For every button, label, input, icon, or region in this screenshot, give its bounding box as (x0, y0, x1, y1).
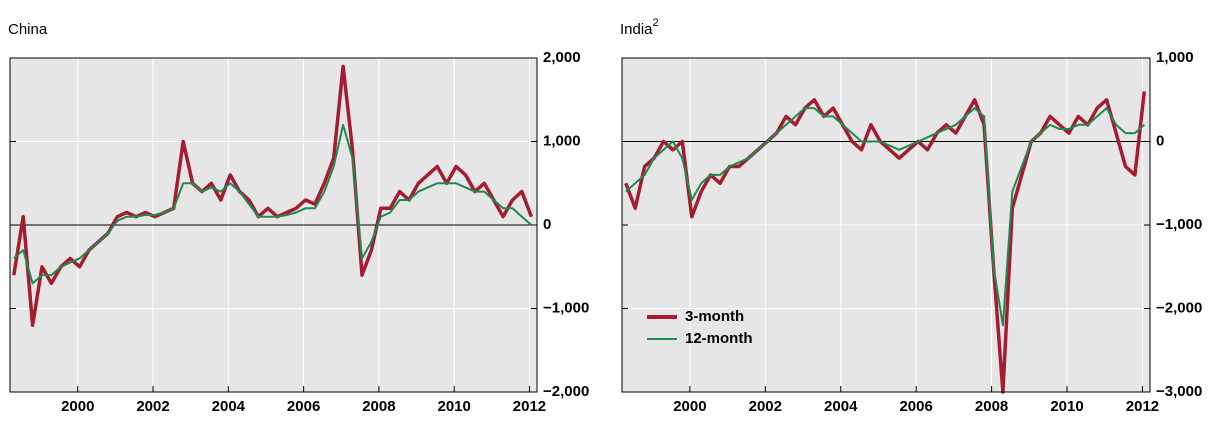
chart-title-text: China (8, 21, 48, 38)
y-tick-label: −3,000 (1156, 383, 1202, 400)
x-tick-label: 2010 (1050, 398, 1083, 415)
chart-title-text: India (620, 21, 653, 38)
y-tick-label: 1,000 (1156, 49, 1194, 66)
x-tick-label: 2000 (673, 398, 706, 415)
y-tick-label: 0 (1156, 132, 1164, 149)
plot-border (621, 57, 1151, 393)
chart-title: India2 (620, 17, 659, 38)
y-tick-label: −1,000 (1156, 216, 1202, 233)
x-tick-label: 2002 (136, 398, 169, 415)
y-tick-label: −2,000 (543, 383, 589, 400)
y-tick-label: −1,000 (543, 299, 589, 316)
x-tick-label: 2010 (437, 398, 470, 415)
x-tick-label: 2002 (749, 398, 782, 415)
chart-title: China (8, 21, 48, 38)
x-tick-label: 2004 (212, 398, 246, 415)
x-tick-label: 2006 (899, 398, 932, 415)
x-tick-label: 2008 (975, 398, 1008, 415)
data-line (624, 91, 1147, 394)
legend-label: 3-month (685, 308, 744, 325)
x-tick-label: 2000 (61, 398, 94, 415)
y-tick-label: 1,000 (543, 132, 581, 149)
x-tick-label: 2004 (824, 398, 858, 415)
x-tick-label: 2006 (287, 398, 320, 415)
y-tick-label: 0 (543, 216, 551, 233)
title-note: 2 (653, 17, 659, 29)
plot-border (9, 57, 538, 393)
y-tick-label: 2,000 (543, 49, 581, 66)
y-tick-label: −2,000 (1156, 299, 1202, 316)
x-tick-label: 2012 (513, 398, 546, 415)
x-tick-label: 2008 (362, 398, 395, 415)
legend-label: 12-month (685, 330, 753, 347)
data-line (13, 123, 533, 285)
data-line (625, 107, 1145, 327)
x-tick-label: 2012 (1126, 398, 1159, 415)
